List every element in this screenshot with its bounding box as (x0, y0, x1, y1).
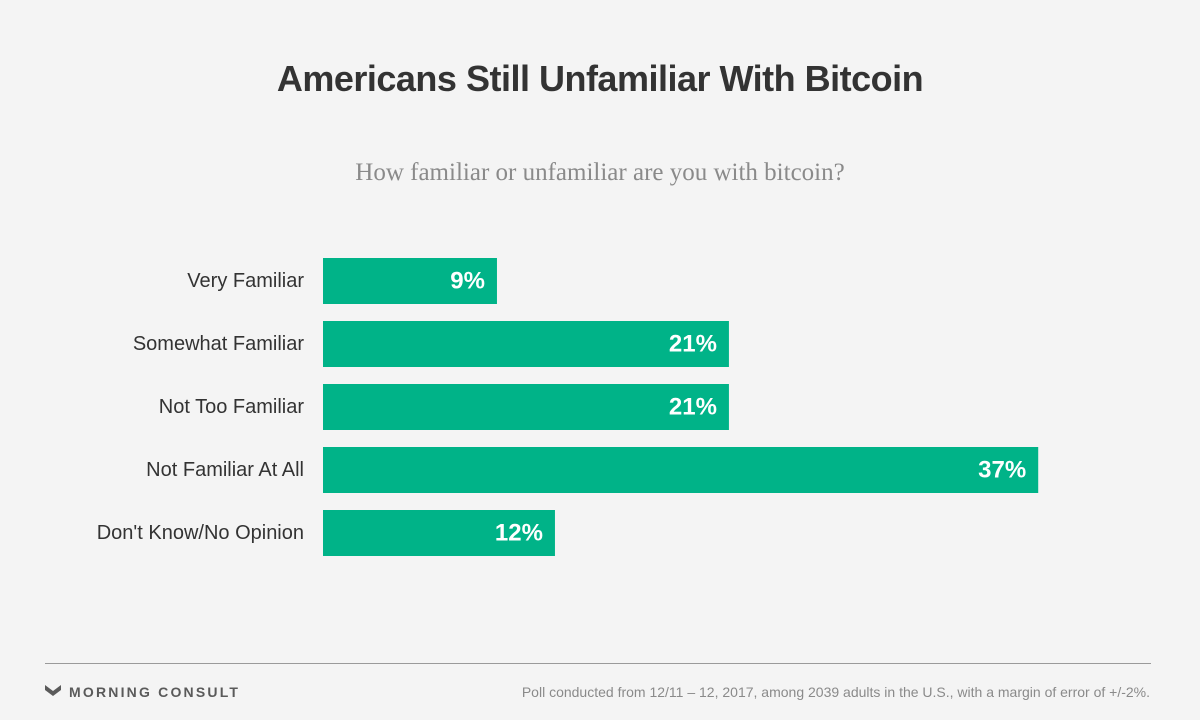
footer-divider (45, 663, 1151, 664)
brand-name: MORNING CONSULT (69, 684, 241, 700)
bar (323, 447, 1039, 493)
bar-value-label: 21% (669, 331, 717, 358)
category-label: Don't Know/No Opinion (97, 522, 304, 544)
poll-footnote: Poll conducted from 12/11 – 12, 2017, am… (521, 684, 1150, 700)
bar (323, 510, 555, 556)
bar-value-label: 37% (978, 457, 1026, 484)
category-label: Very Familiar (187, 270, 304, 292)
bar (323, 384, 729, 430)
chart-title: Americans Still Unfamiliar With Bitcoin (276, 58, 924, 99)
category-label: Not Too Familiar (159, 396, 305, 418)
bar-value-label: 9% (450, 268, 485, 295)
category-label: Somewhat Familiar (133, 333, 305, 355)
bar (323, 321, 729, 367)
bar-value-label: 21% (669, 394, 717, 421)
morning-consult-chevron-icon (45, 685, 61, 696)
bar-value-label: 12% (495, 520, 543, 547)
category-label: Not Familiar At All (146, 459, 304, 481)
bar-chart: Very Familiar 9% Somewhat Familiar 21% Not T… (97, 258, 1039, 556)
chart-subtitle: How familiar or unfamiliar are you with … (355, 159, 845, 186)
brand-logo: MORNING CONSULT (45, 684, 240, 700)
bar (323, 258, 497, 304)
